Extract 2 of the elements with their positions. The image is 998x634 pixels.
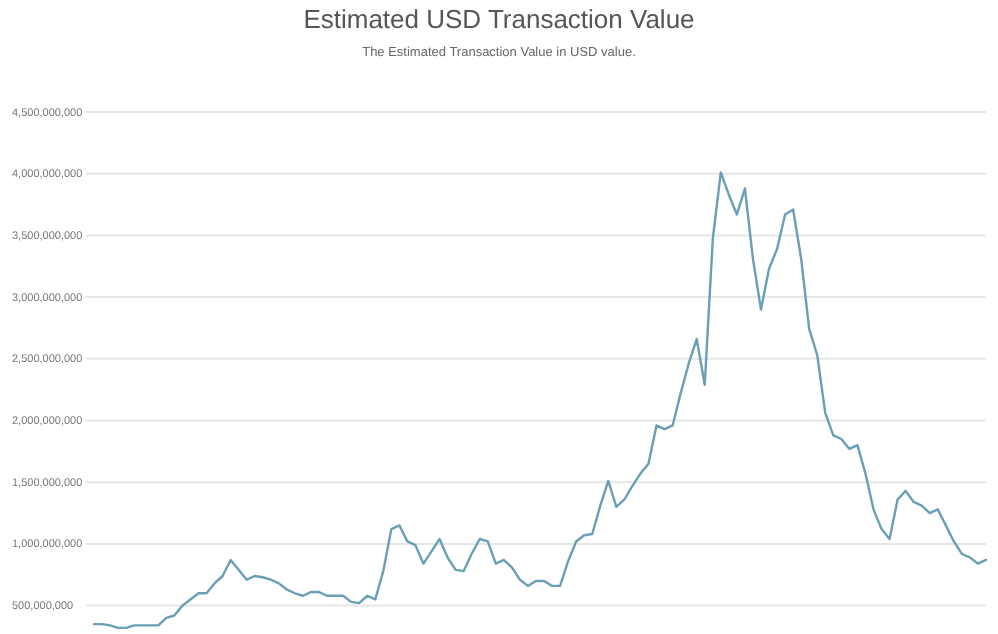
chart-title: Estimated USD Transaction Value [303,4,695,34]
line-series [92,171,988,630]
